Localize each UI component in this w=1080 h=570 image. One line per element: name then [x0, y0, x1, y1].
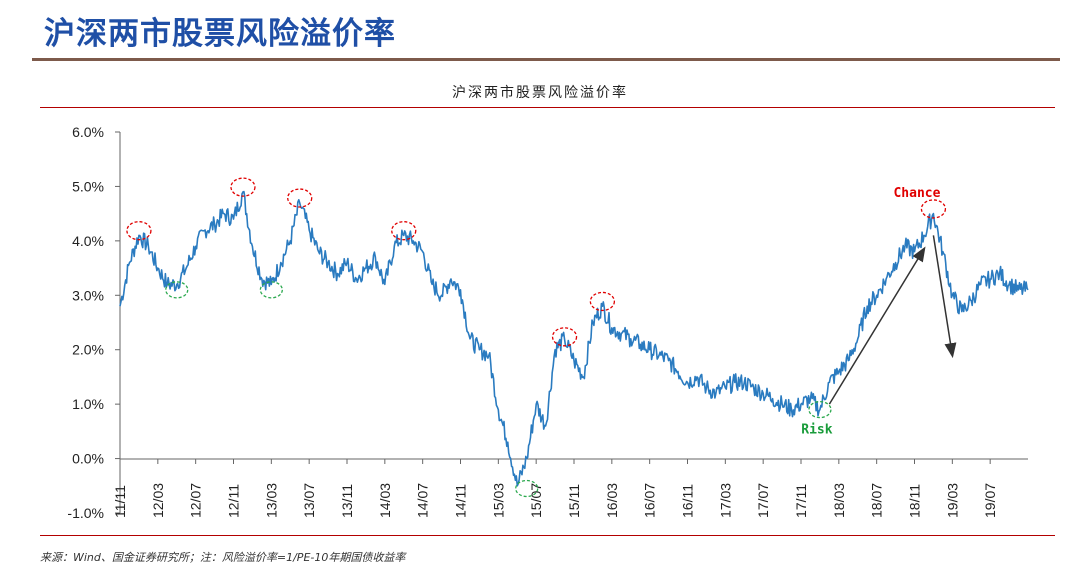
x-tick-label: 12/11 — [226, 484, 242, 518]
x-tick-label: 17/07 — [755, 483, 771, 518]
x-tick-label: 15/03 — [490, 483, 506, 518]
y-tick-label: 4.0% — [72, 233, 104, 249]
x-tick-label: 13/07 — [301, 483, 317, 518]
peak-marker-circle — [126, 221, 152, 241]
x-tick-label: 16/07 — [642, 483, 658, 518]
x-tick-label: 17/03 — [717, 483, 733, 518]
x-tick-label: 14/07 — [415, 483, 431, 518]
trend-arrow — [932, 235, 957, 359]
y-tick-label: 6.0% — [72, 124, 104, 140]
x-tick-label: 18/07 — [869, 483, 885, 518]
y-tick-label: 3.0% — [72, 287, 104, 303]
chart-title: 沪深两市股票风险溢价率 — [452, 85, 628, 101]
chance-label: Chance — [893, 186, 940, 201]
peak-marker-circle — [391, 221, 417, 241]
peak-marker-circle — [920, 199, 947, 219]
title-divider — [32, 58, 1060, 61]
x-tick-label: 14/03 — [377, 483, 393, 518]
source-note: 来源：Wind、国金证券研究所；注：风险溢价率=1/PE-10年期国债收益率 — [40, 551, 406, 564]
x-tick-label: 15/07 — [528, 483, 544, 518]
page-title: 沪深两市股票风险溢价率 — [44, 16, 396, 52]
x-tick-label: 19/07 — [982, 483, 998, 518]
x-tick-label: 18/03 — [831, 483, 847, 518]
trend-arrow — [828, 246, 926, 405]
x-tick-label: 11/11 — [112, 485, 128, 518]
y-tick-label: 0.0% — [72, 451, 104, 467]
x-tick-label: 17/11 — [793, 484, 809, 518]
trough-marker-circle — [808, 400, 832, 419]
x-tick-label: 12/03 — [150, 483, 166, 518]
trough-marker-circle — [259, 281, 283, 299]
chart-top-rule — [40, 107, 1055, 108]
x-tick-label: 18/11 — [907, 484, 923, 518]
x-tick-label: 19/03 — [944, 483, 960, 518]
y-tick-label: 2.0% — [72, 342, 104, 358]
x-tick-label: 16/03 — [604, 483, 620, 518]
peak-marker-circle — [287, 188, 313, 208]
chart-axes: 6.0% 5.0% 4.0% 3.0% 2.0% 1.0% 0.0% -1.0% 11/11 12… — [67, 124, 1028, 521]
trough-marker-circle — [515, 479, 539, 498]
x-tick-label: 12/07 — [188, 483, 204, 518]
y-tick-label: 5.0% — [72, 178, 104, 194]
peak-marker-circle — [230, 177, 256, 197]
chart-bottom-rule — [40, 535, 1055, 536]
peak-marker-circle — [589, 291, 616, 312]
y-tick-label: -1.0% — [67, 505, 104, 521]
x-tick-label: 13/11 — [339, 484, 355, 518]
x-tick-label: 14/11 — [453, 484, 469, 518]
x-tick-label: 16/11 — [680, 484, 696, 518]
x-tick-label: 13/03 — [263, 483, 279, 518]
x-tick-label: 15/11 — [566, 484, 582, 518]
series-group — [119, 190, 1029, 487]
y-tick-label: 1.0% — [72, 396, 104, 412]
peak-marker-circle — [551, 327, 578, 347]
trough-marker-circle — [165, 281, 189, 299]
annotations-group: Chance Risk — [126, 177, 957, 498]
risk-label: Risk — [801, 423, 832, 438]
series-line — [119, 190, 1029, 487]
